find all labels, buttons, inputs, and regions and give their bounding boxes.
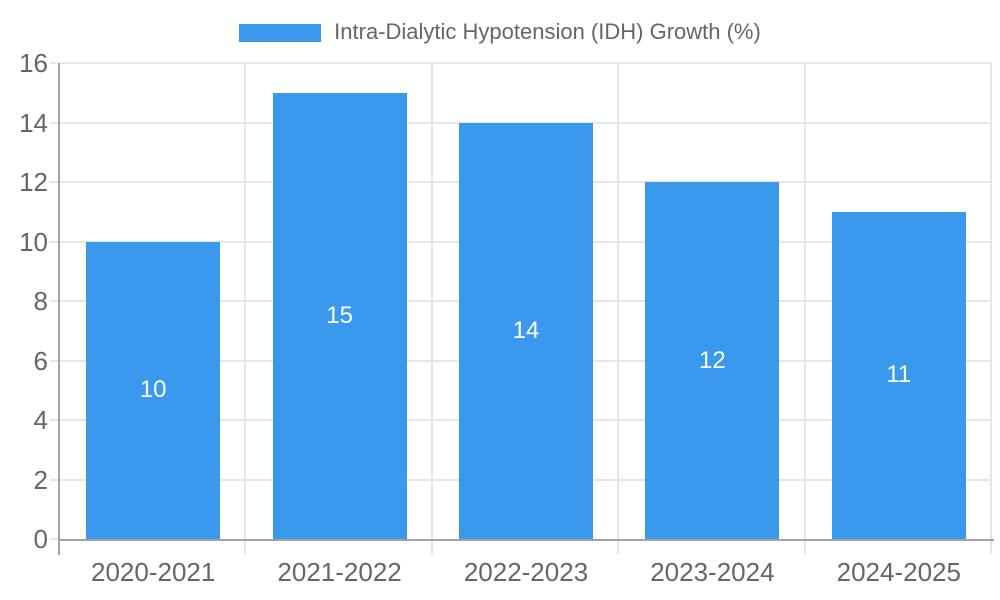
gridline-horizontal bbox=[60, 62, 992, 64]
y-axis-tick bbox=[50, 62, 58, 64]
y-axis-line bbox=[58, 63, 60, 555]
x-tick-label: 2021-2022 bbox=[277, 557, 402, 587]
y-tick-label: 10 bbox=[19, 226, 48, 257]
y-axis-tick bbox=[50, 359, 58, 362]
x-tick-label: 2023-2024 bbox=[650, 557, 775, 587]
legend-item[interactable]: Intra-Dialytic Hypotension (IDH) Growth … bbox=[0, 21, 1000, 45]
bar[interactable]: 14 bbox=[459, 122, 593, 539]
bar-value-label: 14 bbox=[512, 316, 540, 344]
y-tick-label: 14 bbox=[19, 107, 48, 138]
gridline-vertical bbox=[430, 63, 433, 539]
bar[interactable]: 11 bbox=[831, 211, 966, 539]
bar-value-label: 11 bbox=[886, 361, 912, 389]
x-tick-label: 2022-2023 bbox=[463, 557, 589, 587]
y-tick-label: 6 bbox=[33, 345, 48, 376]
x-axis-tick bbox=[244, 541, 247, 554]
y-axis-tick bbox=[50, 538, 58, 540]
x-axis-tick bbox=[803, 541, 806, 554]
y-tick-label: 0 bbox=[33, 524, 48, 554]
y-axis-tick bbox=[50, 121, 58, 124]
x-axis-tick bbox=[990, 541, 992, 554]
y-axis-tick bbox=[50, 300, 58, 302]
y-tick-label: 4 bbox=[33, 405, 48, 435]
y-axis-tick bbox=[50, 478, 58, 481]
bar[interactable]: 12 bbox=[645, 182, 780, 539]
y-tick-label: 16 bbox=[19, 48, 48, 78]
legend-label: Intra-Dialytic Hypotension (IDH) Growth … bbox=[334, 19, 761, 44]
bar-value-label: 10 bbox=[139, 376, 167, 404]
y-tick-label: 8 bbox=[33, 286, 48, 316]
bar[interactable]: 15 bbox=[272, 92, 407, 539]
x-axis-tick bbox=[430, 541, 433, 554]
x-axis-line bbox=[58, 539, 994, 541]
y-axis-tick bbox=[50, 419, 58, 421]
x-tick-label: 2024-2025 bbox=[836, 557, 961, 587]
bar[interactable]: 10 bbox=[86, 241, 221, 539]
x-axis-tick bbox=[617, 541, 620, 554]
gridline-vertical bbox=[990, 63, 992, 539]
y-tick-label: 2 bbox=[33, 464, 48, 495]
gridline-vertical bbox=[244, 63, 247, 539]
bar-value-label: 15 bbox=[326, 301, 353, 329]
y-axis-tick bbox=[50, 240, 58, 243]
gridline-vertical bbox=[617, 63, 620, 539]
y-tick-label: 12 bbox=[19, 167, 48, 197]
y-axis-tick bbox=[50, 181, 58, 183]
x-tick-label: 2020-2021 bbox=[91, 557, 216, 587]
plot-area: 10 15 14 12 11 bbox=[60, 62, 992, 539]
bar-value-label: 12 bbox=[699, 346, 726, 374]
gridline-vertical bbox=[803, 63, 806, 539]
legend-swatch-icon bbox=[239, 24, 322, 42]
